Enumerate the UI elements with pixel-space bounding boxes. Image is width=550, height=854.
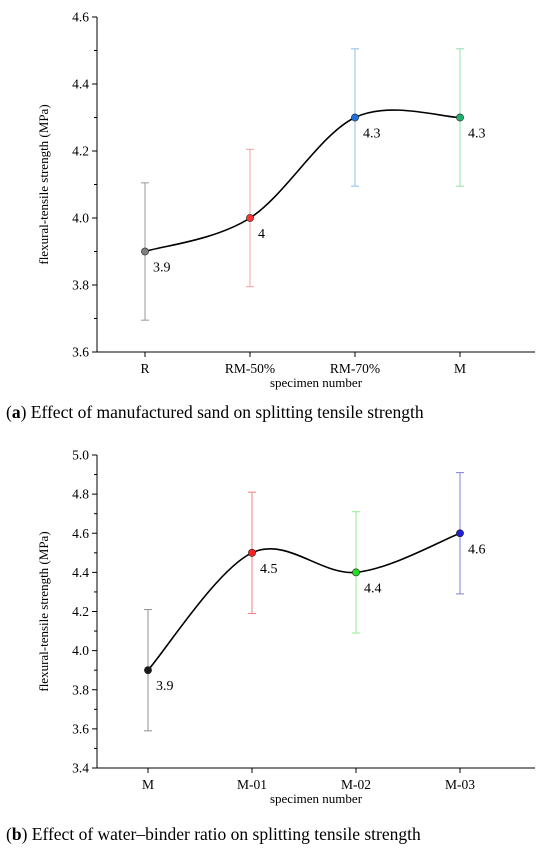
y-tick-label: 4.6 [72,10,89,25]
x-tick-label: RM-70% [330,361,380,376]
y-tick-label: 4.6 [72,526,89,541]
y-tick-label: 3.6 [72,345,89,360]
caption-b: (b) Effect of water–binder ratio on spli… [6,824,421,844]
data-label: 4.3 [468,127,486,142]
data-label: 4.6 [468,542,486,557]
y-tick-label: 4.0 [72,211,89,226]
x-tick-label: M-03 [445,777,475,792]
x-tick-label: M [142,777,154,792]
x-tick-label: M [454,361,466,376]
y-tick-label: 3.4 [72,761,89,776]
data-label: 3.9 [156,679,174,694]
x-axis-title: specimen number [270,791,363,806]
data-point [246,214,254,222]
data-point [248,548,256,557]
data-label: 3.9 [153,261,171,276]
y-tick-label: 4.2 [72,604,89,619]
x-tick-label: M-02 [341,777,371,792]
x-axis-title: specimen number [270,375,363,390]
y-axis-title: flexural-tensile strength (MPa) [36,531,51,691]
data-point [351,113,359,122]
y-tick-label: 4.8 [72,487,89,502]
y-tick-label: 4.4 [72,77,89,92]
y-tick-label: 3.6 [72,721,89,736]
chart-a-svg: 3.6 3.8 4.0 4.2 4.4 4.6 R RM-50% RM-70% Mspecimen… [36,10,535,390]
caption-b-text: Effect of water–binder ratio on splittin… [27,824,421,844]
data-label: 4.3 [363,127,381,142]
caption-a: (a) Effect of manufactured sand on split… [6,402,424,422]
caption-a-text: Effect of manufactured sand on splitting… [26,402,424,422]
data-label: 4 [258,227,265,242]
y-tick-label: 4.0 [72,643,89,658]
x-tick-label: RM-50% [225,361,275,376]
y-tick-label: 5.0 [72,448,89,463]
series-line [147,532,461,671]
x-tick-label: M-01 [237,777,267,792]
y-tick-label: 4.4 [72,565,89,580]
data-label: 4.4 [364,581,382,596]
data-point [352,568,360,577]
y-tick-label: 3.8 [72,682,89,697]
data-point [456,113,464,122]
y-tick-label: 4.2 [72,144,89,159]
series-line [144,109,461,253]
data-point [141,247,149,256]
chart-b-svg: 3.4 3.6 3.8 4.0 4.2 4.4 4.6 4.8 5.0 M M-01 M-02 M-03… [36,448,535,806]
y-tick-label: 3.8 [72,278,89,293]
y-axis-title: flexural-tensile strength (MPa) [36,104,51,264]
caption-b-letter: b [11,824,22,844]
data-label: 4.5 [260,562,278,577]
data-point [144,666,152,675]
x-tick-label: R [140,361,149,376]
caption-a-letter: a [11,402,21,422]
chart-panel-b: 3.4 3.6 3.8 4.0 4.2 4.4 4.6 4.8 5.0 M M-01 M-02 M-03… [0,427,550,854]
data-point [456,529,464,538]
